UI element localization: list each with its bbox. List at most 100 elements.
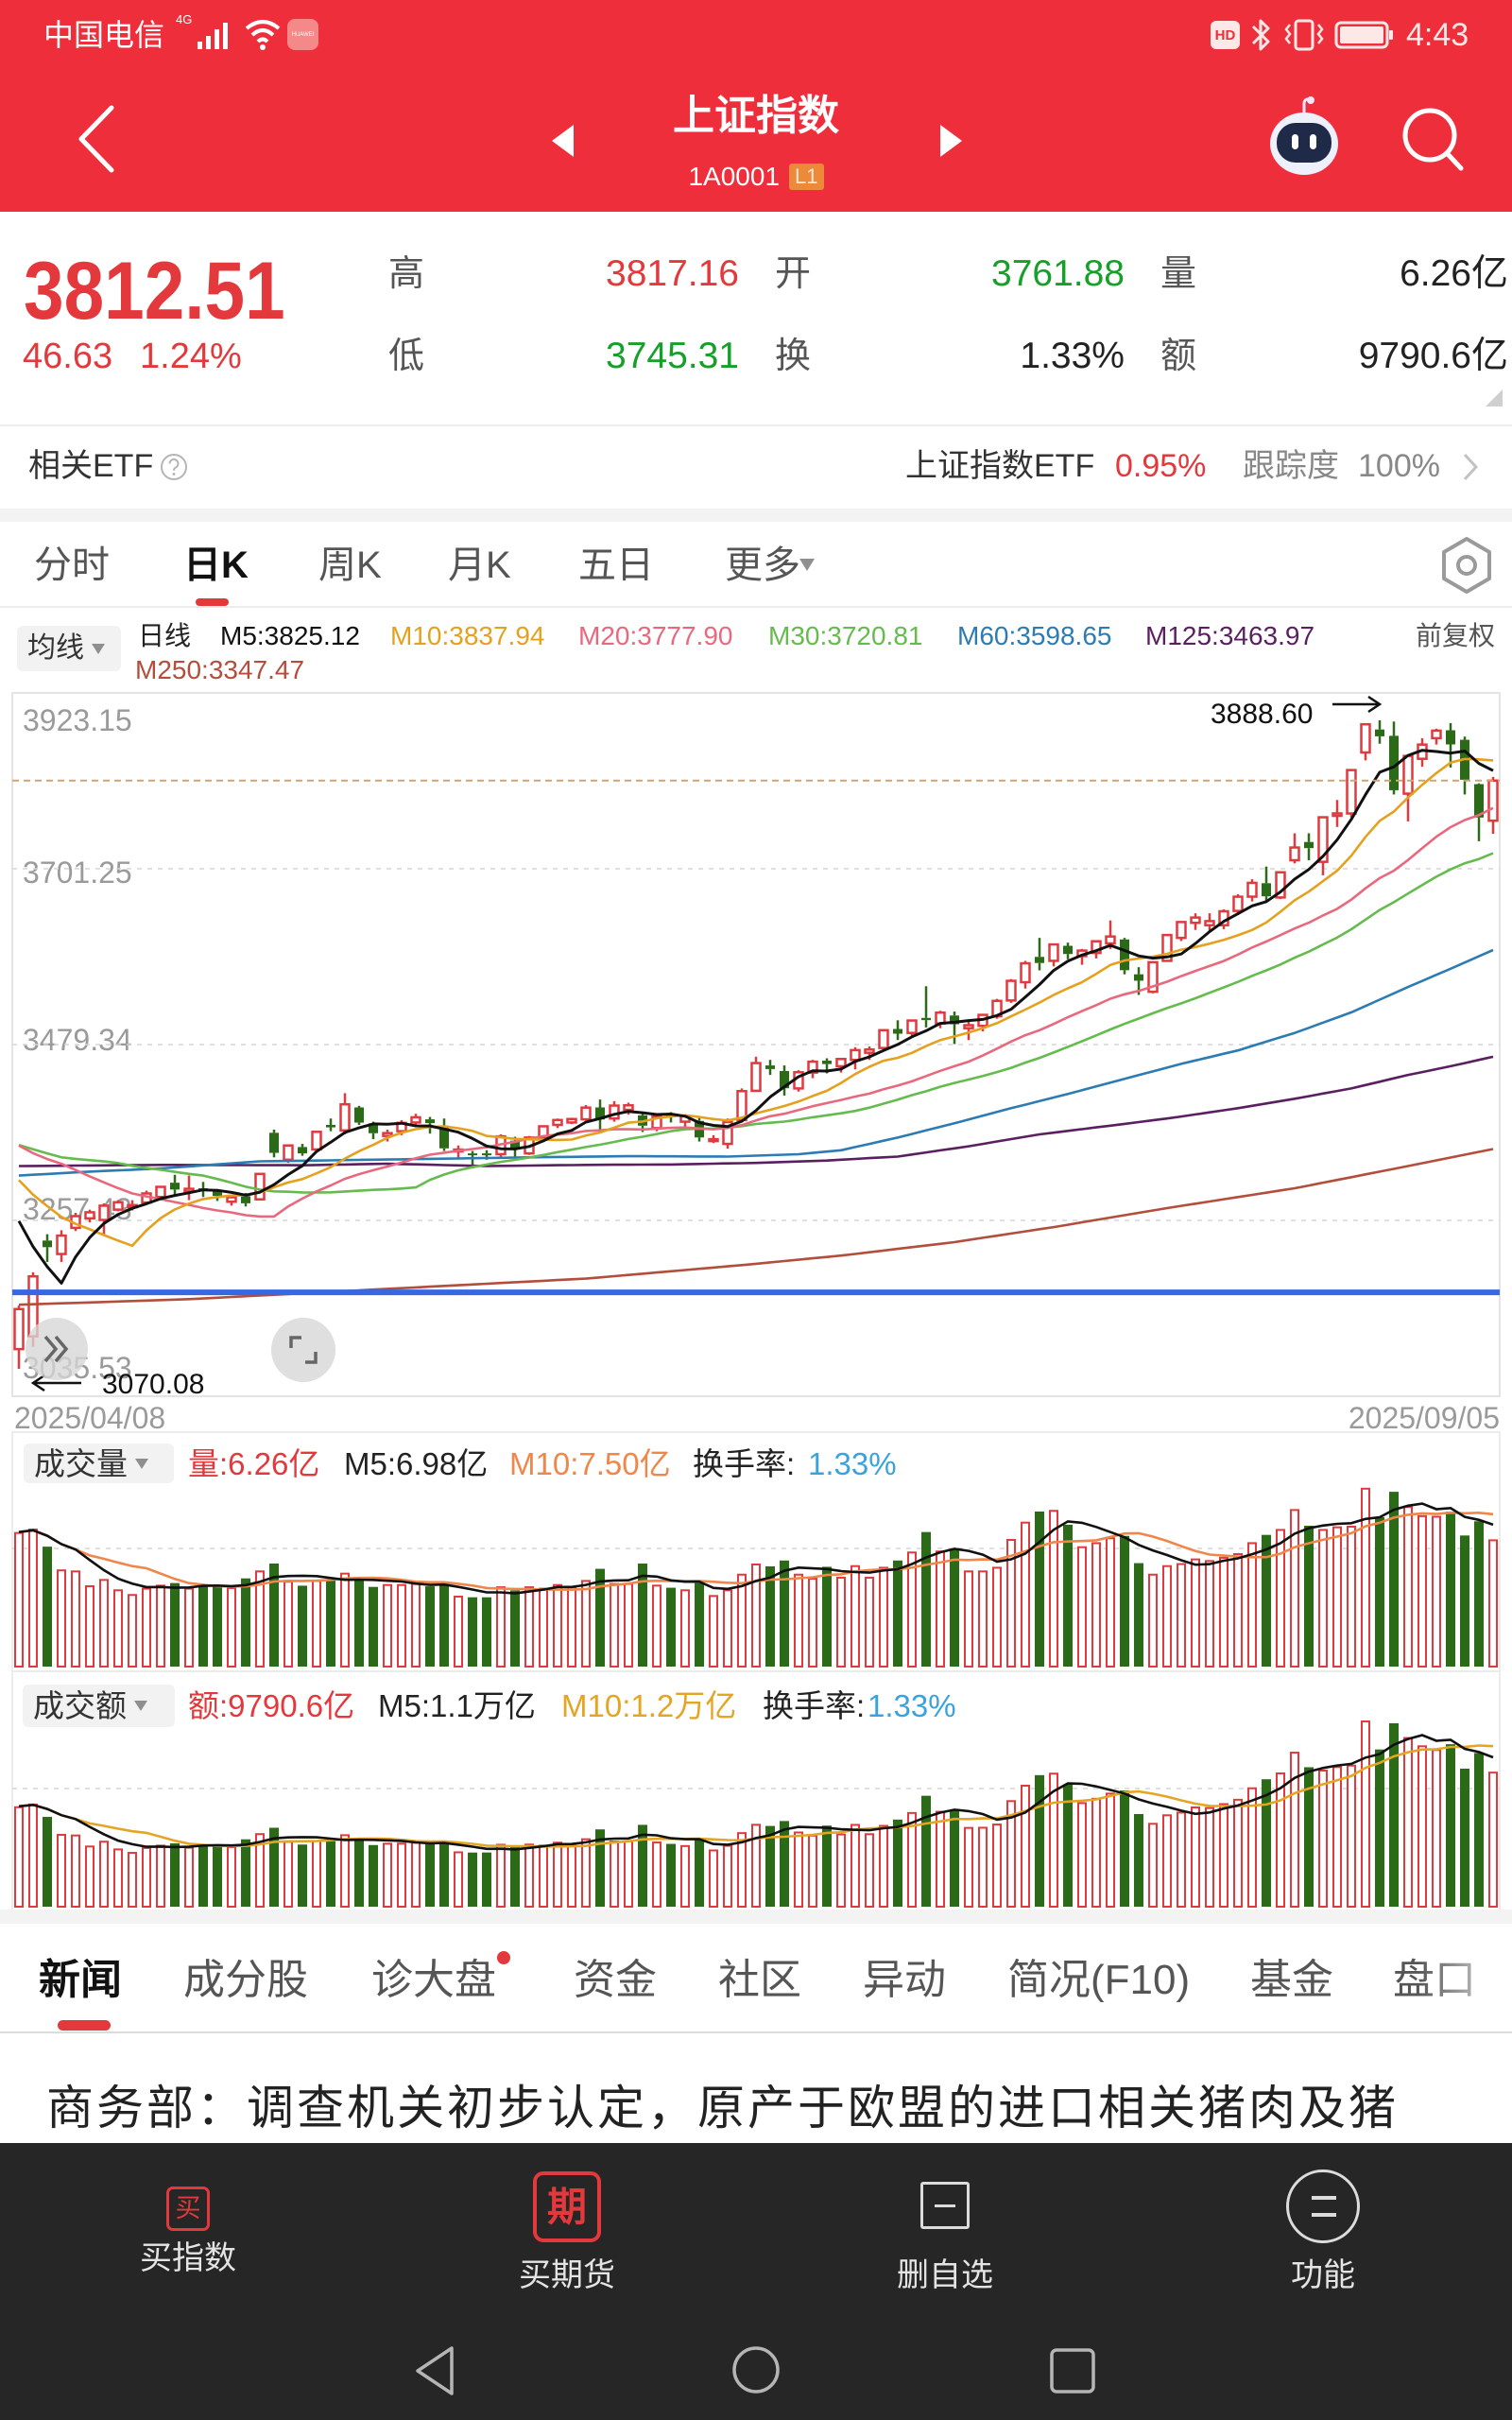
candle bbox=[1048, 942, 1059, 967]
candle bbox=[112, 1200, 124, 1212]
expand-quote-corner-icon[interactable] bbox=[1486, 389, 1503, 406]
more-dropdown-icon bbox=[799, 559, 815, 571]
price-change-percent: 1.24% bbox=[140, 337, 242, 376]
candle bbox=[1275, 871, 1286, 900]
divider bbox=[0, 2031, 1512, 2033]
back-icon[interactable] bbox=[72, 104, 121, 174]
candle bbox=[1063, 942, 1073, 959]
stat-label-turnover: 换 bbox=[775, 337, 812, 376]
last-price: 3812.51 bbox=[24, 246, 285, 337]
candle bbox=[1487, 776, 1499, 835]
battery-icon bbox=[1334, 21, 1393, 49]
bottom-action-bar bbox=[0, 2143, 1512, 2420]
buy-futures-icon-text: 期 bbox=[546, 2184, 587, 2229]
level-badge: L1 bbox=[789, 164, 824, 190]
active-info-tab-indicator bbox=[58, 2020, 111, 2031]
candle bbox=[1161, 933, 1173, 962]
wifi-icon bbox=[245, 20, 281, 50]
m60-line bbox=[18, 948, 1494, 1177]
hd-badge-label: HD bbox=[1214, 26, 1236, 43]
candle bbox=[708, 1134, 719, 1144]
volume-indicator-selector[interactable]: 成交量 bbox=[24, 1443, 174, 1483]
tab-constituents[interactable]: 成分股 bbox=[183, 1957, 308, 2003]
amount-indicator-selector[interactable]: 成交额 bbox=[23, 1685, 175, 1727]
tab-daily-k[interactable]: 日K bbox=[183, 544, 249, 586]
candle bbox=[1360, 722, 1371, 761]
system-back-icon[interactable] bbox=[412, 2344, 457, 2397]
amount-dropdown-icon bbox=[134, 1701, 147, 1711]
candle bbox=[170, 1174, 180, 1195]
scroll-to-latest-button[interactable] bbox=[26, 1318, 88, 1380]
security-subtitle: 1A0001 L1 bbox=[567, 161, 945, 193]
candle bbox=[1120, 938, 1129, 975]
next-security-icon[interactable] bbox=[937, 123, 966, 159]
system-home-icon[interactable] bbox=[731, 2345, 781, 2394]
tab-unusual-moves[interactable]: 异动 bbox=[863, 1957, 946, 2003]
y-axis-label: 3923.15 bbox=[23, 703, 132, 737]
stat-value-open: 3761.88 bbox=[991, 253, 1125, 294]
moving-average-lines bbox=[17, 749, 1494, 1306]
candle bbox=[609, 1100, 620, 1122]
candle bbox=[793, 1070, 804, 1092]
y-axis-label: 3479.34 bbox=[23, 1023, 132, 1057]
panel-border-right bbox=[1499, 1431, 1501, 1910]
price-gridlines bbox=[11, 692, 1501, 1397]
kline-period-label: 日线 bbox=[138, 621, 192, 650]
candle bbox=[750, 1056, 762, 1093]
tab-news[interactable]: 新闻 bbox=[39, 1957, 122, 2003]
candle bbox=[850, 1046, 861, 1070]
x-axis-end-date: 2025/09/05 bbox=[1348, 1401, 1500, 1435]
amount-bar-chart[interactable] bbox=[0, 1711, 1512, 1910]
section-separator bbox=[0, 1910, 1512, 1924]
tab-funds[interactable]: 基金 bbox=[1250, 1957, 1333, 2003]
ma30-legend: M30:3720.81 bbox=[768, 621, 923, 650]
system-recents-icon[interactable] bbox=[1049, 2347, 1096, 2394]
tab-monthly-k[interactable]: 月K bbox=[448, 544, 511, 586]
tab-intraday[interactable]: 分时 bbox=[34, 544, 110, 586]
volume-turnover-value: 1.33% bbox=[808, 1446, 897, 1481]
chevron-right-icon[interactable] bbox=[1460, 452, 1481, 482]
candle bbox=[43, 1234, 52, 1262]
volume-turnover-label: 换手率: bbox=[693, 1446, 796, 1481]
candle bbox=[1332, 800, 1343, 827]
high-annotation: 3888.60 bbox=[1211, 699, 1313, 730]
buy-index-icon-text: 买 bbox=[175, 2194, 201, 2222]
stat-label-amount: 额 bbox=[1160, 337, 1197, 376]
help-icon[interactable] bbox=[159, 452, 189, 482]
tab-weekly-k[interactable]: 周K bbox=[318, 544, 382, 586]
tab-profile-f10[interactable]: 简况(F10) bbox=[1007, 1957, 1191, 2003]
tab-capital-flow[interactable]: 资金 bbox=[574, 1957, 657, 2003]
candle bbox=[439, 1118, 449, 1151]
signal-icon bbox=[198, 23, 228, 49]
tab-community[interactable]: 社区 bbox=[718, 1957, 801, 2003]
tab-more[interactable]: 更多 bbox=[725, 544, 800, 586]
news-headline[interactable]: 商务部：调查机关初步认定，原产于欧盟的进口相关猪肉及猪 bbox=[46, 2082, 1399, 2135]
tab-market-diagnosis[interactable]: 诊大盘 bbox=[371, 1957, 496, 2003]
indicator-selector[interactable]: 均线 bbox=[17, 626, 121, 671]
indicator-selector-label: 均线 bbox=[27, 632, 84, 664]
etf-tracking-value: 100% bbox=[1358, 448, 1440, 484]
volume-bar-chart[interactable] bbox=[0, 1484, 1512, 1671]
bluetooth-icon bbox=[1251, 19, 1270, 51]
ma5-legend: M5:3825.12 bbox=[220, 621, 360, 650]
menu-line bbox=[1312, 2213, 1336, 2217]
divider bbox=[0, 606, 1512, 608]
amount-turnover-label: 换手率: bbox=[763, 1688, 866, 1723]
chart-settings-gear-icon[interactable] bbox=[1436, 535, 1497, 596]
indicator-dropdown-icon bbox=[92, 643, 105, 654]
candle bbox=[580, 1104, 592, 1121]
previous-security-icon[interactable] bbox=[548, 123, 576, 159]
volume-ma5: M5:6.98亿 bbox=[344, 1446, 489, 1481]
buy-futures-label: 买期货 bbox=[519, 2257, 615, 2293]
price-adjust-toggle[interactable]: 前复权 bbox=[1415, 621, 1495, 650]
search-icon[interactable] bbox=[1399, 102, 1467, 174]
candle bbox=[254, 1172, 266, 1201]
m250-line bbox=[18, 1148, 1494, 1306]
candle bbox=[765, 1060, 775, 1076]
candlestick-plot: 3888.60 3070.08 bbox=[11, 692, 1501, 1400]
tab-five-day[interactable]: 五日 bbox=[578, 544, 654, 586]
ai-assistant-robot-icon[interactable] bbox=[1266, 95, 1342, 182]
ma10-legend: M10:3837.94 bbox=[390, 621, 545, 650]
fullscreen-button[interactable] bbox=[271, 1318, 335, 1382]
m5-line bbox=[18, 1502, 1494, 1595]
